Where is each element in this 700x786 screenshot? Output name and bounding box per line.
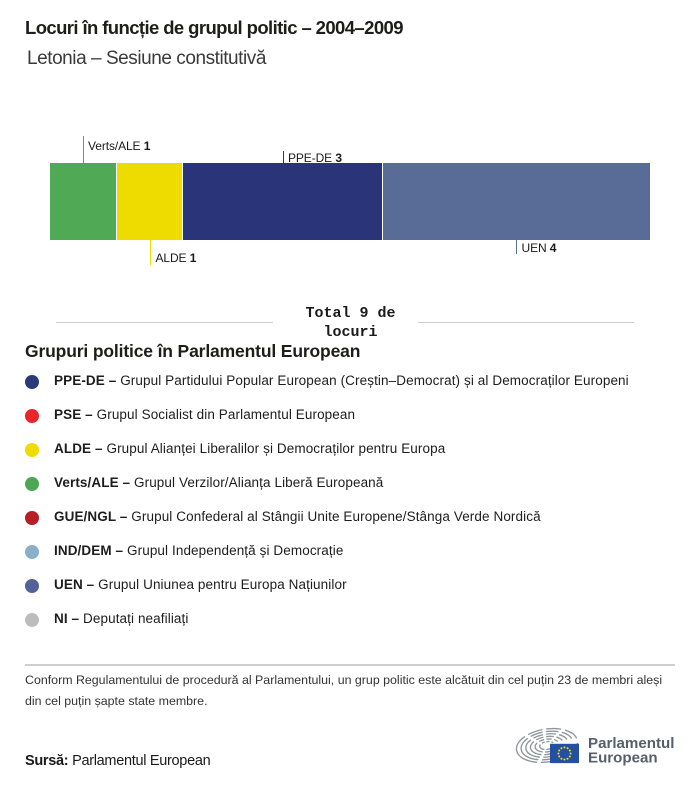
svg-text:European: European <box>588 750 658 767</box>
svg-text:Parlamentul: Parlamentul <box>588 735 674 752</box>
